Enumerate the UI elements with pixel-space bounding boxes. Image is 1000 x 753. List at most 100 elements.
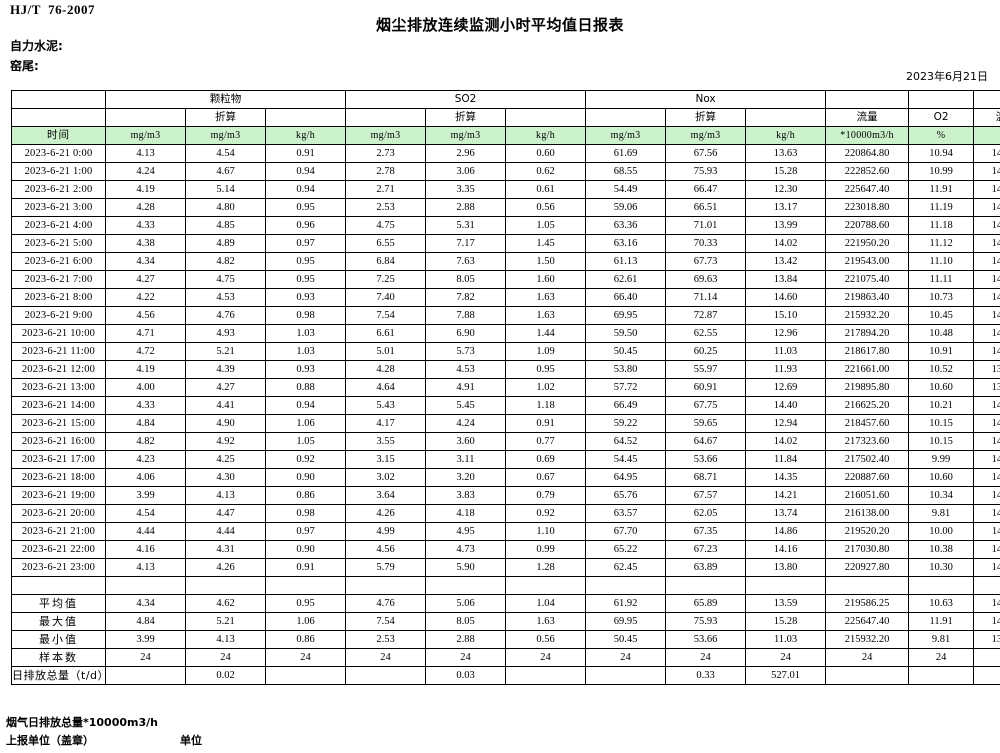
cell-pm-converted: 5.14 <box>185 180 266 199</box>
daily-total-cell-so2-converted: 0.03 <box>425 666 507 685</box>
cell-so2-measured: 6.55 <box>345 234 427 253</box>
cell-nox-rate: 14.86 <box>745 522 827 541</box>
spacer-cell <box>425 576 507 595</box>
cell-so2-converted: 4.53 <box>425 360 507 379</box>
cell-temperature: 145.71 <box>973 558 1000 577</box>
spacer-cell <box>973 576 1000 595</box>
cell-pm-measured: 4.34 <box>105 252 186 271</box>
cell-so2-converted: 6.90 <box>425 324 507 343</box>
cell-nox-measured: 69.95 <box>585 306 667 325</box>
cell-so2-measured: 6.84 <box>345 252 427 271</box>
cell-pm-measured: 4.00 <box>105 378 186 397</box>
cell-pm-converted: 4.53 <box>185 288 266 307</box>
cell-pm-measured: 4.13 <box>105 144 186 163</box>
unit-so2-converted: mg/m3 <box>425 126 507 145</box>
stat-cell-nox-converted: 75.93 <box>665 612 747 631</box>
cell-pm-measured: 4.71 <box>105 324 186 343</box>
sub-header-nox-converted: 折算 <box>665 108 747 127</box>
cell-pm-measured: 4.82 <box>105 432 186 451</box>
stat-cell-so2-converted: 24 <box>425 648 507 667</box>
cell-temperature: 148.25 <box>973 216 1000 235</box>
cell-so2-converted: 5.31 <box>425 216 507 235</box>
daily-total-cell-pm-converted: 0.02 <box>185 666 266 685</box>
cell-so2-measured: 2.71 <box>345 180 427 199</box>
cell-so2-rate: 1.02 <box>505 378 587 397</box>
cell-pm-measured: 4.19 <box>105 180 186 199</box>
cell-so2-converted: 8.05 <box>425 270 507 289</box>
cell-flow: 221661.00 <box>825 360 910 379</box>
cell-temperature: 147.15 <box>973 396 1000 415</box>
table-row: 2023-6-21 15:00 4.84 4.90 1.06 4.17 4.24 0.91 5… <box>11 414 1000 433</box>
cell-pm-rate: 1.05 <box>264 432 347 451</box>
unit-flow: *10000m3/h <box>825 126 910 145</box>
table-row: 2023-6-21 22:00 4.16 4.31 0.90 4.56 4.73 0.99 6… <box>11 540 1000 559</box>
table-stat-row: 最大值 4.84 5.21 1.06 7.54 8.05 1.63 69.95 75.93 15.… <box>11 612 1000 631</box>
cell-pm-converted: 4.93 <box>185 324 266 343</box>
sub-header-so2-rate <box>505 108 587 127</box>
cell-time: 2023-6-21 9:00 <box>11 306 106 325</box>
cell-time: 2023-6-21 1:00 <box>11 162 106 181</box>
cell-time: 2023-6-21 6:00 <box>11 252 106 271</box>
table-row: 2023-6-21 16:00 4.82 4.92 1.05 3.55 3.60 0.77 6… <box>11 432 1000 451</box>
cell-pm-converted: 4.26 <box>185 558 266 577</box>
table-row: 2023-6-21 7:00 4.27 4.75 0.95 7.25 8.05 1.60 62… <box>11 270 1000 289</box>
cell-pm-converted: 4.47 <box>185 504 266 523</box>
cell-so2-rate: 1.28 <box>505 558 587 577</box>
cell-o2: 11.10 <box>908 252 975 271</box>
cell-nox-measured: 62.61 <box>585 270 667 289</box>
cell-o2: 9.99 <box>908 450 975 469</box>
cell-o2: 10.99 <box>908 162 975 181</box>
daily-total-cell-so2-rate <box>505 666 587 685</box>
stat-cell-pm-measured: 24 <box>105 648 186 667</box>
cell-so2-measured: 3.64 <box>345 486 427 505</box>
sub-header-pm-measured <box>105 108 186 127</box>
table-row: 2023-6-21 13:00 4.00 4.27 0.88 4.64 4.91 1.02 5… <box>11 378 1000 397</box>
cell-temperature: 139.74 <box>973 360 1000 379</box>
cell-nox-rate: 13.84 <box>745 270 827 289</box>
stat-cell-pm-measured: 4.34 <box>105 594 186 613</box>
stat-cell-pm-rate: 0.86 <box>264 630 347 649</box>
table-row: 2023-6-21 5:00 4.38 4.89 0.97 6.55 7.17 1.45 63… <box>11 234 1000 253</box>
cell-nox-converted: 64.67 <box>665 432 747 451</box>
cell-nox-rate: 13.42 <box>745 252 827 271</box>
cell-o2: 10.15 <box>908 432 975 451</box>
cell-so2-converted: 3.83 <box>425 486 507 505</box>
cell-flow: 221075.40 <box>825 270 910 289</box>
cell-nox-rate: 14.35 <box>745 468 827 487</box>
cell-nox-measured: 50.45 <box>585 342 667 361</box>
cell-pm-converted: 4.82 <box>185 252 266 271</box>
footnote-reporting-unit: 上报单位（盖章） <box>6 734 94 747</box>
cell-pm-rate: 1.03 <box>264 324 347 343</box>
cell-nox-measured: 53.80 <box>585 360 667 379</box>
stat-cell-temperature: 148.91 <box>973 612 1000 631</box>
cell-time: 2023-6-21 19:00 <box>11 486 106 505</box>
cell-pm-measured: 4.24 <box>105 162 186 181</box>
table-row: 2023-6-21 2:00 4.19 5.14 0.94 2.71 3.35 0.61 54… <box>11 180 1000 199</box>
spacer-cell <box>185 576 266 595</box>
cell-so2-converted: 7.82 <box>425 288 507 307</box>
stat-cell-pm-rate: 24 <box>264 648 347 667</box>
stat-cell-so2-measured: 4.76 <box>345 594 427 613</box>
cell-so2-converted: 3.60 <box>425 432 507 451</box>
cell-pm-measured: 4.38 <box>105 234 186 253</box>
table-row: 2023-6-21 8:00 4.22 4.53 0.93 7.40 7.82 1.63 66… <box>11 288 1000 307</box>
cell-so2-measured: 5.01 <box>345 342 427 361</box>
cell-time: 2023-6-21 21:00 <box>11 522 106 541</box>
daily-total-cell-flow <box>825 666 910 685</box>
cell-temperature: 148.91 <box>973 252 1000 271</box>
cell-flow: 215932.20 <box>825 306 910 325</box>
cell-pm-rate: 0.94 <box>264 396 347 415</box>
cell-pm-measured: 4.44 <box>105 522 186 541</box>
cell-nox-converted: 63.89 <box>665 558 747 577</box>
stat-cell-pm-converted: 4.13 <box>185 630 266 649</box>
group-header-temperature-spacer <box>973 90 1000 109</box>
stat-cell-flow: 24 <box>825 648 910 667</box>
stat-cell-nox-rate: 11.03 <box>745 630 827 649</box>
cell-pm-measured: 4.33 <box>105 396 186 415</box>
cell-time: 2023-6-21 11:00 <box>11 342 106 361</box>
footnote-unit: 单位 <box>180 734 202 747</box>
cell-nox-converted: 66.47 <box>665 180 747 199</box>
stat-cell-o2: 10.63 <box>908 594 975 613</box>
cell-o2: 9.81 <box>908 504 975 523</box>
stat-cell-so2-measured: 2.53 <box>345 630 427 649</box>
